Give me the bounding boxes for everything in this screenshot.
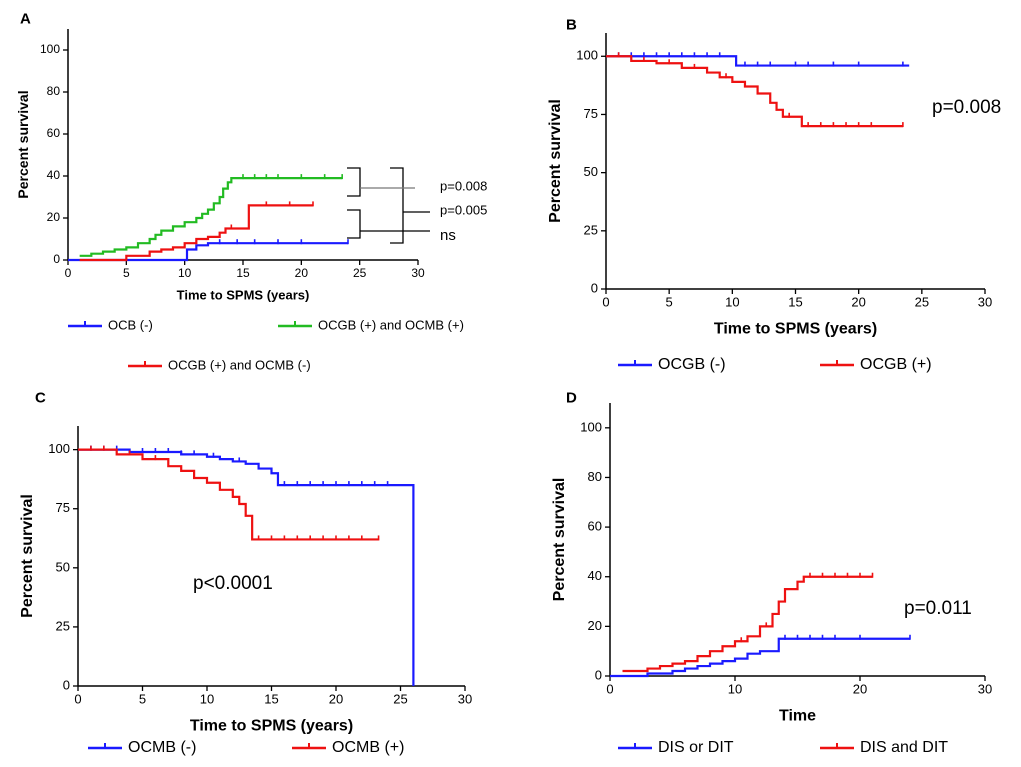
y-tick-label: 40 [47, 168, 61, 182]
x-tick-label: 20 [295, 266, 309, 280]
y-tick-label: 20 [588, 618, 602, 633]
x-tick-label: 20 [329, 692, 343, 707]
legend-label: OCMB (-) [128, 739, 196, 756]
legend-label: DIS and DIT [860, 739, 948, 756]
y-tick-label: 0 [595, 667, 602, 682]
x-tick-label: 15 [788, 295, 802, 310]
legend-label: OCGB (+) and OCMB (-) [168, 357, 311, 372]
x-axis-label: Time to SPMS (years) [177, 288, 310, 303]
x-tick-label: 30 [978, 295, 992, 310]
y-tick-label: 25 [584, 222, 598, 237]
series-line-1 [622, 575, 873, 673]
x-tick-label: 15 [264, 692, 278, 707]
x-tick-label: 15 [236, 266, 250, 280]
x-axis-label: Time [779, 707, 816, 724]
y-tick-label: 0 [591, 280, 598, 295]
x-tick-label: 0 [65, 266, 72, 280]
panel-c: C 0 25 50 75 100 0 5 10 15 20 25 30 Percent survival T… [19, 389, 472, 756]
series-line-0 [606, 55, 910, 67]
y-tick-label: 0 [53, 252, 60, 266]
x-tick-label: 30 [458, 692, 472, 707]
panel-letter: C [35, 389, 46, 406]
panel-letter: D [566, 389, 577, 406]
series-line-1 [78, 448, 379, 541]
y-axis-label: Percent survival [551, 478, 568, 602]
y-tick-label: 60 [588, 519, 602, 534]
y-tick-label: 75 [56, 500, 70, 515]
legend-label: OCGB (+) and OCMB (+) [318, 317, 464, 332]
panel-b: B 0 25 50 75 100 0 5 10 15 20 25 30 Percent survival T… [547, 16, 1001, 373]
x-tick-label: 10 [200, 692, 214, 707]
y-tick-label: 100 [580, 419, 602, 434]
x-tick-label: 20 [853, 682, 867, 697]
y-axis-label: Percent survival [15, 90, 31, 198]
x-tick-label: 30 [411, 266, 425, 280]
bracket-green-blue [390, 167, 404, 244]
significance-brackets [347, 167, 430, 244]
x-tick-label: 0 [74, 692, 81, 707]
y-tick-label: 40 [588, 568, 602, 583]
legend-label: DIS or DIT [658, 739, 734, 756]
y-tick-label: 80 [588, 469, 602, 484]
series-line-0 [68, 242, 348, 262]
legend-label: OCGB (+) [860, 356, 932, 373]
p-value-label: p=0.008 [932, 97, 1001, 118]
x-axis-label: Time to SPMS (years) [190, 717, 353, 734]
y-tick-label: 50 [56, 559, 70, 574]
x-tick-label: 5 [666, 295, 673, 310]
x-tick-label: 20 [851, 295, 865, 310]
series-line-2 [79, 204, 313, 262]
x-tick-label: 25 [353, 266, 367, 280]
y-tick-label: 100 [576, 48, 598, 63]
y-tick-label: 60 [47, 126, 61, 140]
p-value-label: p=0.008 [440, 178, 487, 193]
p-value-label: p=0.011 [904, 598, 972, 619]
y-axis-label: Percent survival [19, 494, 36, 618]
series-line-1 [606, 55, 903, 128]
series-line-0 [78, 448, 415, 686]
bracket-red-blue [347, 209, 361, 239]
x-tick-label: 0 [606, 682, 613, 697]
p-value-label: p<0.0001 [193, 573, 273, 594]
series-line-0 [610, 637, 910, 678]
x-tick-label: 0 [602, 295, 609, 310]
legend-label: OCGB (-) [658, 356, 726, 373]
y-tick-label: 100 [48, 441, 70, 456]
y-tick-label: 80 [47, 84, 61, 98]
p-value-label: ns [440, 227, 456, 244]
y-tick-label: 75 [584, 106, 598, 121]
x-axis-label: Time to SPMS (years) [714, 320, 877, 337]
y-tick-label: 20 [47, 210, 61, 224]
legend-label: OCB (-) [108, 317, 153, 332]
panel-d: D 0 20 40 60 80 100 0 10 20 30 Percent survival Time… [551, 389, 992, 756]
x-tick-label: 30 [978, 682, 992, 697]
y-tick-label: 100 [40, 42, 60, 56]
p-value-label: p=0.005 [440, 202, 487, 217]
y-tick-label: 0 [63, 677, 70, 692]
x-tick-label: 10 [725, 295, 739, 310]
y-tick-label: 50 [584, 164, 598, 179]
panel-letter: B [566, 16, 577, 33]
series-line-1 [79, 177, 343, 257]
legend-label: OCMB (+) [332, 739, 404, 756]
x-tick-label: 5 [139, 692, 146, 707]
x-tick-label: 10 [728, 682, 742, 697]
y-tick-label: 25 [56, 618, 70, 633]
x-tick-label: 10 [178, 266, 192, 280]
x-tick-label: 25 [393, 692, 407, 707]
panel-a: A 0 20 40 60 80 100 0 5 10 15 20 25 30 Percent surviva… [15, 10, 487, 372]
y-axis-label: Percent survival [547, 99, 564, 223]
bracket-green-red [347, 167, 361, 197]
x-tick-label: 5 [123, 266, 130, 280]
panel-letter: A [20, 10, 31, 27]
x-tick-label: 25 [915, 295, 929, 310]
